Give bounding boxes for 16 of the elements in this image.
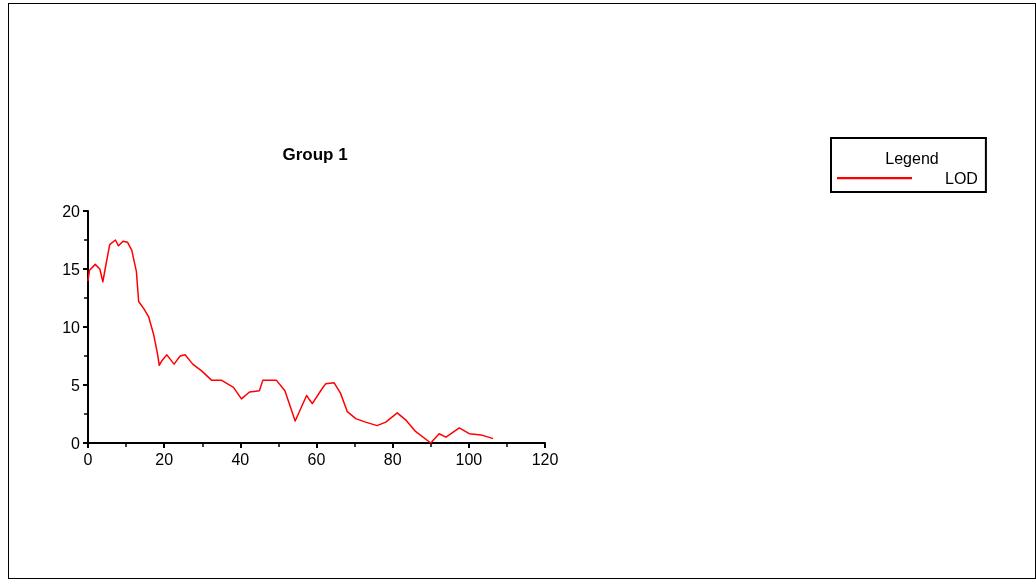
chart-title: Group 1 [282,145,348,164]
y-tick-label: 5 [71,376,81,394]
legend-label: LOD [945,169,978,187]
x-tick-label: 100 [455,450,483,468]
line-series [87,239,494,444]
y-tick-label: 20 [62,202,81,220]
x-tick-label: 80 [383,450,402,468]
x-tick-label: 40 [231,450,250,468]
x-tick-label: 60 [307,450,326,468]
legend-title: Legend [885,149,939,167]
y-tick-label: 0 [71,434,81,452]
x-tick-label: 20 [155,450,174,468]
x-tick-label: 120 [531,450,559,468]
x-tick-label: 0 [83,450,93,468]
y-tick-label: 10 [62,318,81,336]
y-tick-label: 15 [62,260,81,278]
